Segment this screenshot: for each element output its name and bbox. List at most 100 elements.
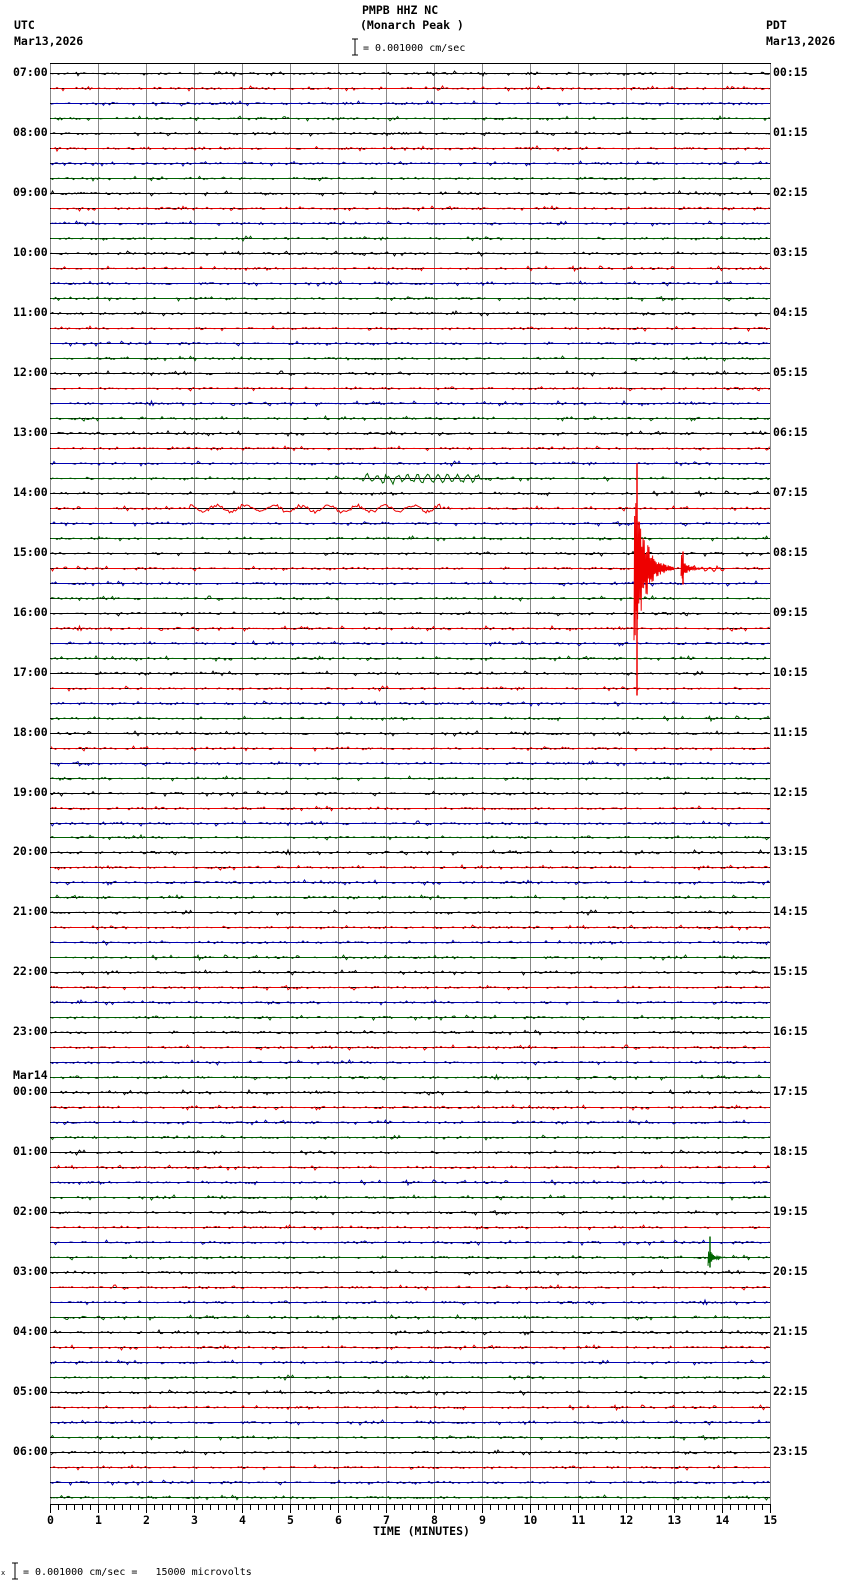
trace-86	[50, 1359, 770, 1366]
trace-67	[51, 1073, 770, 1081]
pdt-hour-label: 15:15	[773, 964, 808, 979]
trace-89	[50, 1404, 770, 1412]
trace-88	[50, 1389, 770, 1396]
pdt-hour-label: 14:15	[773, 904, 808, 919]
trace-18	[51, 340, 770, 347]
station-title: PMPB HHZ NC	[362, 3, 439, 17]
event-waveform	[707, 1251, 724, 1266]
pdt-hour-label: 12:15	[773, 784, 808, 799]
x-axis-title: TIME (MINUTES)	[373, 1524, 470, 1538]
right-date-label: Mar13,2026	[766, 34, 836, 48]
trace-24	[51, 430, 770, 437]
trace-48	[50, 790, 770, 797]
trace-63	[50, 1014, 770, 1021]
trace-69	[50, 1104, 770, 1111]
trace-95	[50, 1494, 770, 1501]
trace-82	[50, 1298, 770, 1306]
trace-68	[51, 1089, 770, 1096]
pdt-hour-label: 00:15	[773, 65, 808, 79]
utc-hour-label: 01:00	[13, 1144, 48, 1159]
x-tick-label: 2	[143, 1513, 150, 1527]
trace-41	[50, 685, 770, 692]
trace-64	[50, 1029, 770, 1036]
utc-hour-label: 05:00	[13, 1384, 48, 1399]
trace-9	[51, 205, 770, 212]
trace-16	[50, 310, 770, 317]
trace-30	[51, 521, 770, 527]
trace-44	[51, 730, 770, 737]
x-tick-label: 10	[523, 1513, 538, 1527]
trace-72	[51, 1149, 770, 1156]
x-tick-label: 1	[95, 1513, 102, 1527]
utc-hour-label: 19:00	[13, 784, 48, 799]
utc-hour-label: 10:00	[13, 244, 48, 259]
trace-66	[50, 1058, 770, 1066]
x-tick-label: 12	[619, 1513, 634, 1527]
x-tick-label: 5	[287, 1513, 294, 1527]
footer-scale-text: = 0.001000 cm/sec = 15000 microvolts	[23, 1567, 252, 1578]
utc-date-change-label: Mar14	[13, 1068, 48, 1083]
trace-11	[51, 235, 770, 242]
trace-73	[51, 1164, 770, 1171]
trace-71	[50, 1134, 770, 1141]
pdt-hour-label: 17:15	[773, 1084, 808, 1099]
utc-hour-label: 14:00	[13, 484, 48, 499]
utc-hour-label: 13:00	[13, 424, 48, 439]
utc-hour-label: 08:00	[13, 124, 48, 139]
trace-13	[51, 265, 770, 273]
utc-hour-label: 23:00	[13, 1024, 48, 1039]
utc-hour-label: 07:00	[13, 65, 48, 79]
footer-marker: x	[1, 1569, 6, 1577]
trace-21	[50, 386, 770, 392]
trace-39	[50, 655, 770, 662]
trace-5	[51, 145, 770, 153]
pdt-hour-label: 02:15	[773, 184, 808, 199]
utc-hour-label: 04:00	[13, 1324, 48, 1339]
trace-12	[50, 250, 770, 257]
trace-15	[51, 296, 770, 302]
trace-32	[50, 550, 770, 557]
trace-83	[51, 1314, 770, 1321]
pdt-hour-label: 19:15	[773, 1204, 808, 1219]
trace-85	[51, 1344, 770, 1351]
pdt-hour-label: 18:15	[773, 1144, 808, 1159]
trace-91	[50, 1434, 770, 1441]
trace-74	[50, 1179, 770, 1187]
pdt-hour-label: 08:15	[773, 544, 808, 559]
trace-1	[51, 85, 770, 92]
trace-0	[50, 70, 770, 77]
x-tick-label: 13	[667, 1513, 682, 1527]
utc-hour-label: 22:00	[13, 964, 48, 979]
right-timezone-label: PDT	[766, 18, 787, 32]
trace-8	[50, 189, 770, 197]
utc-hour-label: 15:00	[13, 544, 48, 559]
utc-hour-label: 20:00	[13, 844, 48, 859]
trace-84	[51, 1329, 770, 1336]
trace-31	[51, 535, 770, 542]
trace-4	[51, 130, 770, 137]
trace-49	[50, 805, 770, 812]
trace-90	[50, 1419, 770, 1426]
trace-52	[50, 848, 770, 856]
trace-60	[50, 969, 770, 976]
x-tick-label: 11	[571, 1513, 586, 1527]
utc-hour-label: 21:00	[13, 904, 48, 919]
x-tick-label: 7	[383, 1513, 390, 1527]
trace-61	[50, 984, 770, 991]
trace-2	[50, 100, 770, 107]
x-tick-label: 9	[479, 1513, 486, 1527]
utc-hour-label: 09:00	[13, 184, 48, 199]
trace-80	[50, 1269, 770, 1276]
pdt-hour-label: 01:15	[773, 124, 808, 139]
trace-35	[50, 594, 770, 602]
pdt-hour-label: 13:15	[773, 844, 808, 859]
pdt-hour-label: 11:15	[773, 724, 808, 739]
trace-65	[51, 1044, 770, 1051]
trace-79	[50, 1254, 770, 1261]
utc-hour-label: 06:00	[13, 1444, 48, 1459]
trace-19	[50, 355, 770, 362]
trace-26	[50, 460, 770, 467]
x-tick-label: 0	[47, 1513, 54, 1527]
trace-43	[50, 715, 770, 723]
pdt-hour-label: 23:15	[773, 1444, 808, 1459]
